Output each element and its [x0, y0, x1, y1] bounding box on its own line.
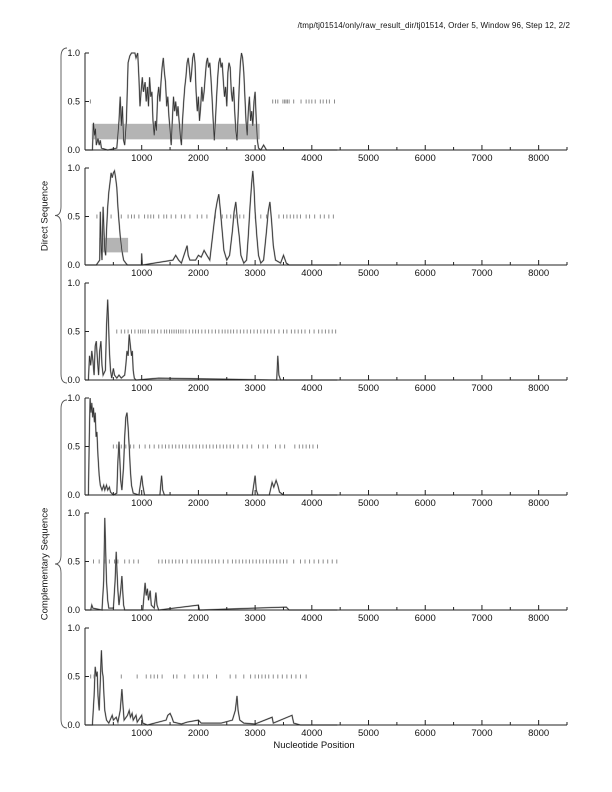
panel-1-x-tick-label: 3000	[245, 153, 266, 164]
panel-4-x-tick-label: 8000	[528, 498, 549, 509]
panel-6-x-tick-label: 1000	[131, 728, 152, 739]
panel-4-y-tick-label: 1.0	[67, 393, 80, 403]
complementary-sequence-label: Complementary Sequence	[39, 507, 51, 621]
panel-1-x-tick-label: 2000	[188, 153, 209, 164]
panel-2-y-tick-label: 0.0	[67, 260, 80, 270]
panel-4-x-tick-label: 7000	[471, 498, 492, 509]
panel-4-x-tick-label: 4000	[301, 498, 322, 509]
panel-4-y-tick-label: 0.5	[67, 442, 80, 452]
panel-3-x-tick-label: 8000	[528, 383, 549, 394]
panel-3-y-tick-label: 0.0	[67, 375, 80, 385]
panel-4-curve	[85, 397, 338, 496]
panel-2-x-tick-label: 3000	[245, 268, 266, 279]
panel-5-x-tick-label: 2000	[188, 613, 209, 624]
panel-3-curve	[85, 299, 338, 381]
panel-2-x-tick-label: 6000	[415, 268, 436, 279]
panel-1-y-tick-label: 0.0	[67, 145, 80, 155]
panel-2-x-tick-label: 2000	[188, 268, 209, 279]
panel-5-x-tick-label: 8000	[528, 613, 549, 624]
panel-6-x-tick-label: 6000	[415, 728, 436, 739]
panel-5-x-tick-label: 5000	[358, 613, 379, 624]
panel-1-y-tick-label: 1.0	[67, 48, 80, 58]
panel-6-x-tick-label: 3000	[245, 728, 266, 739]
panel-2-x-tick-label: 4000	[301, 268, 322, 279]
panel-3-x-tick-label: 6000	[415, 383, 436, 394]
panel-5-curve	[85, 517, 338, 611]
panel-4-x-tick-label: 1000	[131, 498, 152, 509]
panel-1-x-tick-label: 4000	[301, 153, 322, 164]
panel-3-x-tick-label: 3000	[245, 383, 266, 394]
x-axis-title: Nucleotide Position	[273, 740, 355, 751]
complementary-group-brace	[54, 399, 68, 729]
panel-3-x-tick-label: 4000	[301, 383, 322, 394]
panel-1-x-tick-label: 8000	[528, 153, 549, 164]
panel-4-x-tick-label: 2000	[188, 498, 209, 509]
panel-1-curve	[85, 52, 338, 151]
panel-5-x-tick-label: 7000	[471, 613, 492, 624]
panel-6-y-tick-label: 1.0	[67, 623, 80, 633]
panel-2-y-tick-label: 1.0	[67, 163, 80, 173]
panel-1-shaded-band	[91, 123, 260, 140]
panel-3-x-tick-label: 1000	[131, 383, 152, 394]
panel-5-x-tick-label: 1000	[131, 613, 152, 624]
panel-3-x-tick-label: 2000	[188, 383, 209, 394]
panel-1-x-tick-label: 5000	[358, 153, 379, 164]
panel-6-y-tick-label: 0.5	[67, 672, 80, 682]
panel-5-y-tick-label: 0.5	[67, 557, 80, 567]
direct-group-brace	[54, 47, 68, 384]
panel-1-x-tick-label: 1000	[131, 153, 152, 164]
panel-3-y-tick-label: 0.5	[67, 327, 80, 337]
panel-6-x-tick-label: 5000	[358, 728, 379, 739]
panel-6-y-tick-label: 0.0	[67, 720, 80, 730]
panel-3-x-tick-label: 7000	[471, 383, 492, 394]
panel-1-y-tick-label: 0.5	[67, 97, 80, 107]
direct-sequence-label: Direct Sequence	[39, 180, 51, 252]
panel-6-x-tick-label: 7000	[471, 728, 492, 739]
panel-2-curve	[85, 169, 338, 266]
panel-4-x-tick-label: 5000	[358, 498, 379, 509]
panel-6-curve	[85, 650, 338, 726]
panel-6-x-tick-label: 8000	[528, 728, 549, 739]
panel-2-x-tick-label: 7000	[471, 268, 492, 279]
panel-5-y-tick-label: 0.0	[67, 605, 80, 615]
plot-title: /tmp/tj01514/only/raw_result_dir/tj01514…	[297, 21, 570, 30]
panel-2-y-tick-label: 0.5	[67, 212, 80, 222]
panel-2-shaded-band	[99, 237, 129, 253]
panel-6-curve-halo	[85, 650, 338, 726]
panel-4-x-tick-label: 3000	[245, 498, 266, 509]
panel-2-x-tick-label: 8000	[528, 268, 549, 279]
panel-2-x-tick-label: 5000	[358, 268, 379, 279]
panel-5-x-tick-label: 6000	[415, 613, 436, 624]
panel-3-curve-halo	[85, 299, 338, 381]
panel-1-x-tick-label: 6000	[415, 153, 436, 164]
panel-1-x-tick-label: 7000	[471, 153, 492, 164]
panel-3-y-tick-label: 1.0	[67, 278, 80, 288]
panel-5-x-tick-label: 3000	[245, 613, 266, 624]
panel-6-x-tick-label: 4000	[301, 728, 322, 739]
panel-4-x-tick-label: 6000	[415, 498, 436, 509]
panel-6-x-tick-label: 2000	[188, 728, 209, 739]
panel-5-y-tick-label: 1.0	[67, 508, 80, 518]
panel-4-y-tick-label: 0.0	[67, 490, 80, 500]
panel-3-x-tick-label: 5000	[358, 383, 379, 394]
panel-2-x-tick-label: 1000	[131, 268, 152, 279]
panel-5-x-tick-label: 4000	[301, 613, 322, 624]
